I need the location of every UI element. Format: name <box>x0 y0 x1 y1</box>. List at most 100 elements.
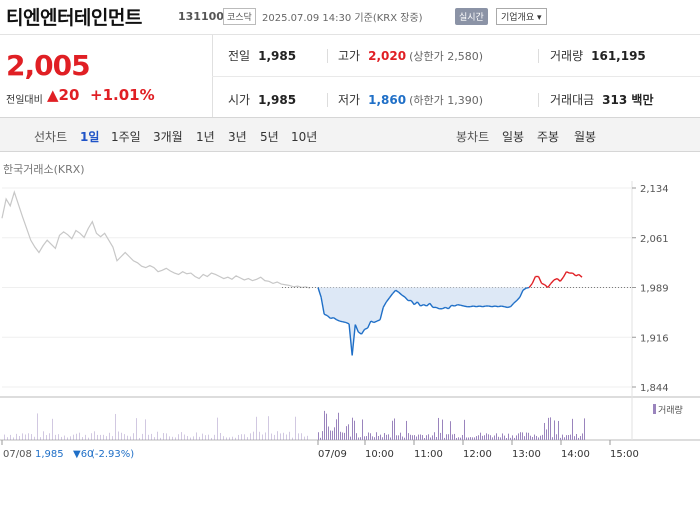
volume-bar <box>468 437 469 440</box>
below-baseline-fill <box>318 287 582 356</box>
high-cell: 고가 2,020 (상한가 2,580) <box>338 47 483 64</box>
open-label: 시가 <box>228 93 251 107</box>
volume-bar <box>58 434 59 440</box>
volume-bar <box>464 419 465 440</box>
volume-bar <box>223 436 224 440</box>
volume-bar <box>320 437 321 440</box>
volume-bar <box>562 434 563 440</box>
tab-1-year[interactable]: 1년 <box>196 130 215 144</box>
volume-bar <box>580 436 581 440</box>
x-axis-ticks: 07/08 07/09 10:00 11:00 12:00 13:00 14:00 15:00 <box>1 440 639 460</box>
volume-bar <box>199 436 200 440</box>
volume-bar <box>301 433 302 440</box>
prev-close-cell: 전일 1,985 <box>228 47 296 64</box>
volume-bar <box>226 437 227 440</box>
cell-separator <box>327 49 328 63</box>
volume-bar <box>109 432 110 440</box>
volume-bar <box>4 434 5 440</box>
today-line-segment <box>460 304 465 307</box>
today-line-segment <box>398 291 403 296</box>
volume-bar <box>402 436 403 440</box>
volume-bar <box>19 436 20 440</box>
volume-bar <box>564 437 565 440</box>
tab-monthly-candle[interactable]: 월봉 <box>574 130 597 144</box>
volume-bar <box>466 437 467 440</box>
volume-bar <box>384 433 385 440</box>
volume-value: 161,195 <box>591 49 646 63</box>
volume-bar <box>378 435 379 440</box>
volume-bar <box>504 435 505 440</box>
today-line-segment <box>379 307 384 320</box>
volume-bar <box>235 437 236 440</box>
today-line-segment <box>336 319 341 322</box>
amount-cell: 거래대금 313 백만 <box>550 91 653 108</box>
today-line-segment <box>354 324 360 333</box>
volume-bar <box>484 435 485 440</box>
volume-bar <box>166 433 167 440</box>
tab-1-day[interactable]: 1일 <box>80 130 100 144</box>
volume-bar <box>73 434 74 440</box>
volume-cell: 거래량 161,195 <box>550 47 646 64</box>
volume-bar <box>67 437 68 440</box>
volume-bar <box>338 412 339 440</box>
today-line-segment <box>541 282 546 286</box>
volume-bar <box>512 435 513 440</box>
volume-bar <box>574 436 575 440</box>
volume-bar <box>13 437 14 440</box>
volume-bar <box>560 437 561 440</box>
volume-bar <box>450 421 451 440</box>
volume-bar <box>408 433 409 440</box>
volume-bar <box>247 437 248 440</box>
today-line-segment <box>323 313 328 317</box>
volume-bar <box>61 436 62 440</box>
tab-daily-candle[interactable]: 일봉 <box>502 130 525 144</box>
today-line-segment <box>553 277 558 281</box>
tab-5-year[interactable]: 5년 <box>260 130 279 144</box>
volume-bar <box>566 435 567 440</box>
today-line-segment <box>578 273 583 278</box>
volume-bar <box>404 437 405 440</box>
tab-3-year[interactable]: 3년 <box>228 130 247 144</box>
volume-bar <box>572 418 573 440</box>
volume-bar <box>540 435 541 440</box>
volume-bar <box>265 432 266 440</box>
volume-bar <box>390 437 391 440</box>
volume-bar <box>145 419 146 440</box>
volume-bar <box>352 417 353 440</box>
volume-bar <box>295 416 296 440</box>
volume-bar <box>548 417 549 440</box>
volume-bar <box>326 413 327 440</box>
volume-bar <box>148 434 149 440</box>
amount-label: 거래대금 <box>550 93 595 107</box>
today-line-segment <box>392 289 397 295</box>
volume-bar <box>64 435 65 440</box>
tab-1-week[interactable]: 1주일 <box>111 130 141 144</box>
stock-code: 131100 <box>178 10 224 23</box>
volume-bar <box>478 435 479 440</box>
volume-bar <box>322 431 323 440</box>
today-line-segment <box>479 305 483 308</box>
today-line-segment <box>320 296 325 315</box>
volume-bar <box>382 437 383 440</box>
previous-day-line <box>1 190 311 289</box>
volume-bar <box>400 432 401 440</box>
volume-bar <box>480 432 481 440</box>
volume-bar <box>358 437 359 440</box>
volume-bar <box>256 416 257 440</box>
volume-bar <box>43 431 44 440</box>
tab-10-year[interactable]: 10년 <box>291 130 318 144</box>
tab-3-month[interactable]: 3개월 <box>153 130 183 144</box>
realtime-button[interactable]: 실시간 <box>455 8 488 25</box>
volume-label: 거래량 <box>550 49 584 63</box>
tab-weekly-candle[interactable]: 주봉 <box>537 130 560 144</box>
volume-bar <box>432 435 433 440</box>
volume-bar <box>139 437 140 440</box>
company-overview-dropdown[interactable]: 기업개요 ▾ <box>496 8 547 25</box>
volume-bar <box>208 434 209 440</box>
x-tick-label: 15:00 <box>610 449 639 460</box>
volume-bar <box>253 431 254 440</box>
volume-bar <box>124 434 125 440</box>
volume-bar <box>420 434 421 440</box>
volume-bar <box>79 432 80 440</box>
volume-bar <box>436 436 437 440</box>
